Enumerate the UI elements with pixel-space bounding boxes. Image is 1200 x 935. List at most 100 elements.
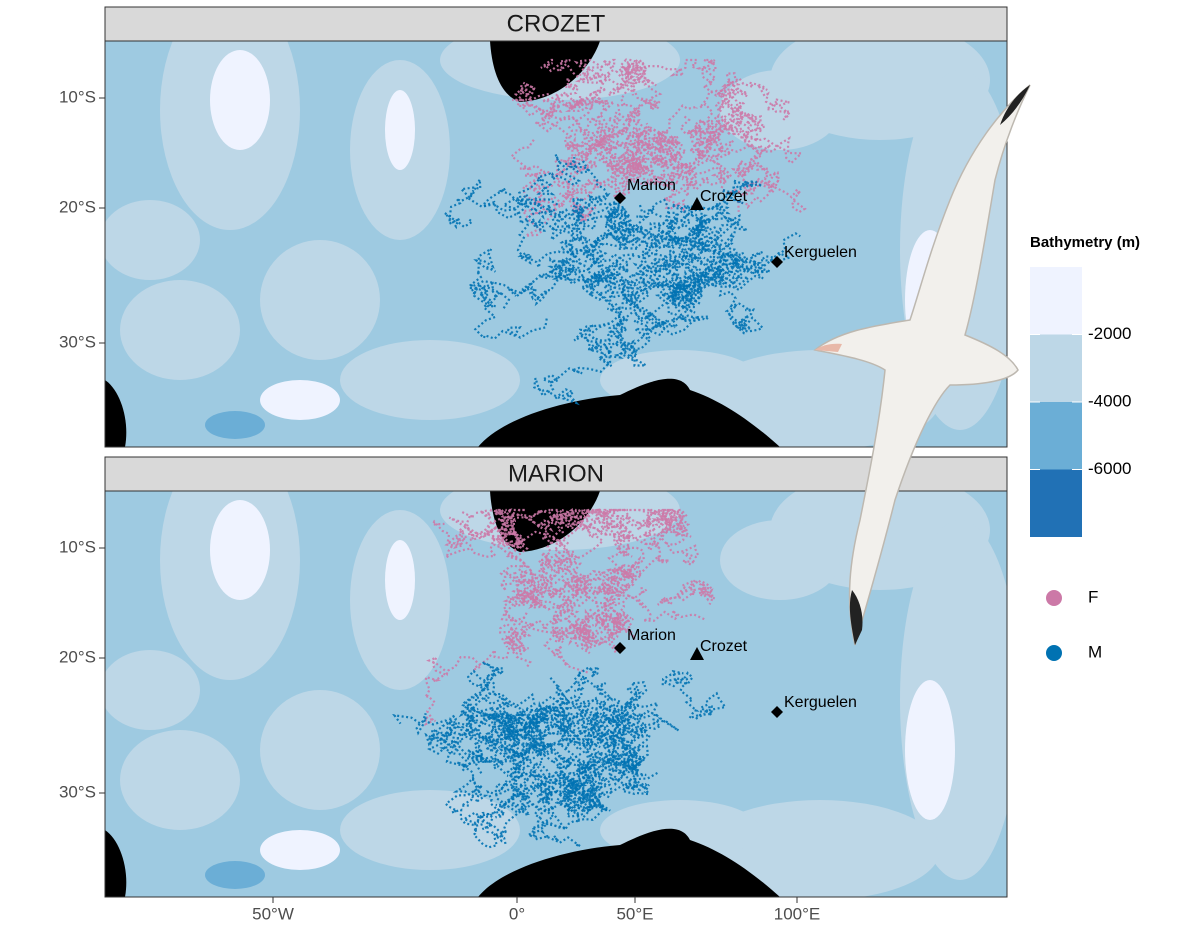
- land: [105, 830, 127, 897]
- y-tick-label: 10°S: [59, 87, 96, 106]
- track: [611, 312, 667, 367]
- panel-strip: [104, 6, 1008, 42]
- track: [553, 127, 733, 176]
- shallow-area: [120, 280, 240, 380]
- shallow-area: [340, 790, 520, 870]
- deep-area: [205, 411, 265, 439]
- track: [628, 254, 707, 317]
- bathymetry-swatch: [1030, 402, 1082, 470]
- shelf-area: [210, 50, 270, 150]
- colony-label: Kerguelen: [784, 244, 857, 261]
- track: [700, 213, 748, 268]
- track: [460, 741, 532, 791]
- track: [540, 58, 614, 111]
- track: [619, 57, 699, 113]
- shallow-area: [120, 730, 240, 830]
- shallow-area: [105, 200, 200, 280]
- y-tick-label: 10°S: [59, 537, 96, 556]
- track: [443, 175, 559, 230]
- track: [516, 204, 655, 259]
- track: [568, 760, 605, 808]
- track: [584, 581, 630, 633]
- bathymetry-label: -6000: [1088, 459, 1131, 478]
- legend-label: M: [1088, 642, 1102, 661]
- track: [689, 217, 764, 279]
- track: [588, 134, 669, 185]
- track: [606, 107, 657, 184]
- track: [561, 508, 625, 537]
- x-tick-label: 0°: [509, 904, 525, 923]
- track: [494, 726, 572, 763]
- track: [504, 569, 548, 606]
- track: [605, 681, 648, 734]
- track: [575, 723, 649, 776]
- track: [551, 575, 634, 640]
- colony-marker: [771, 256, 783, 268]
- deep-area: [205, 861, 265, 889]
- track: [573, 225, 644, 288]
- track: [534, 114, 625, 151]
- x-tick-label: 100°E: [774, 904, 821, 923]
- track: [517, 245, 602, 286]
- track: [499, 564, 561, 611]
- track: [494, 769, 557, 810]
- track: [439, 703, 526, 773]
- shallow-area: [260, 240, 380, 360]
- track: [619, 270, 704, 336]
- track: [500, 753, 625, 814]
- track: [444, 775, 508, 827]
- shallow-area: [720, 520, 840, 600]
- bathymetry-label: -2000: [1088, 324, 1131, 343]
- colony-label: Crozet: [700, 638, 748, 655]
- colony-marker: [614, 192, 626, 204]
- map: [105, 41, 1007, 447]
- track: [508, 704, 553, 758]
- track: [481, 707, 578, 741]
- track: [656, 578, 716, 606]
- colony-marker: [771, 706, 783, 718]
- bathymetry-swatch: [1030, 334, 1082, 402]
- track: [494, 709, 594, 752]
- track: [484, 700, 559, 754]
- track: [469, 246, 578, 298]
- track: [498, 709, 546, 761]
- shelf-area: [260, 380, 340, 420]
- track: [431, 517, 564, 559]
- track: [461, 661, 510, 727]
- shallow-area: [720, 70, 840, 150]
- track: [618, 103, 681, 158]
- legend-label: F: [1088, 587, 1098, 606]
- colony-marker: [614, 642, 626, 654]
- track: [648, 259, 704, 301]
- colony-marker: [690, 647, 704, 660]
- map-panel: CROZET 10°S 20°S 30°S Marion Crozet Kerguelen: [59, 6, 1008, 448]
- panel-title: MARION: [508, 460, 604, 487]
- track: [615, 117, 691, 169]
- track: [568, 568, 634, 648]
- shelf-area: [905, 680, 955, 820]
- track: [531, 756, 646, 798]
- track: [575, 701, 660, 750]
- track: [609, 144, 671, 201]
- track: [547, 236, 639, 275]
- legend-title: Bathymetry (m): [1030, 234, 1140, 251]
- track: [422, 609, 526, 726]
- track: [557, 766, 658, 799]
- land: [478, 828, 780, 897]
- shelf-area: [385, 90, 415, 170]
- track: [597, 707, 680, 744]
- track: [520, 612, 596, 645]
- shelf-area: [260, 830, 340, 870]
- track: [570, 197, 632, 237]
- shallow-area: [105, 650, 200, 730]
- shallow-area: [260, 690, 380, 810]
- track: [509, 137, 573, 216]
- track: [461, 756, 567, 849]
- track: [708, 263, 765, 335]
- track: [543, 163, 620, 224]
- shelf-area: [385, 540, 415, 620]
- x-tick-label: 50°W: [252, 904, 294, 923]
- colony-marker: [690, 197, 704, 210]
- track: [392, 710, 478, 755]
- shallow-area: [700, 800, 940, 897]
